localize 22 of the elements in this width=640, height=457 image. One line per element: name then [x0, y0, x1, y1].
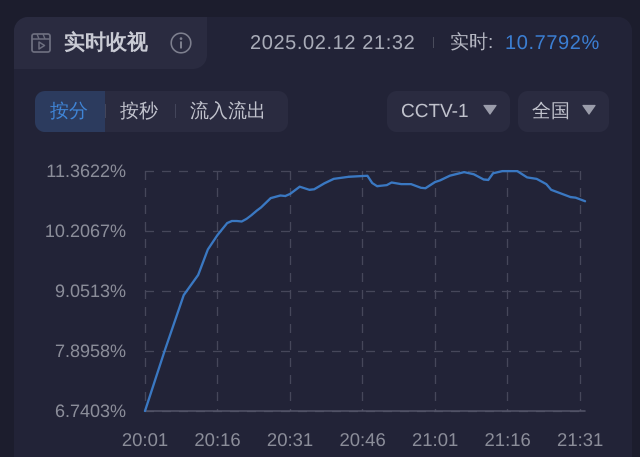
text: 流入流出: [190, 101, 266, 122]
x-tick-label: 20:46: [339, 429, 386, 450]
chart-subtitle: 2025.02.12 21:32: [250, 32, 416, 54]
line-series: [144, 170, 586, 412]
x-tick-label: 20:16: [194, 429, 241, 450]
text: 按秒: [120, 101, 158, 122]
y-tick-label: 7.8958%: [54, 341, 126, 361]
x-tick-label: 21:16: [484, 429, 531, 450]
chart-title: 实时收视: [64, 31, 148, 54]
y-tick-label: 6.7403%: [54, 401, 126, 421]
x-tick-label: 20:01: [122, 429, 168, 450]
y-tick-label: 10.2067%: [44, 221, 126, 241]
text: 按分: [50, 101, 88, 122]
x-tick-label: 21:31: [557, 429, 604, 450]
text: 实时:: [450, 32, 494, 53]
y-tick-label: 11.3622%: [46, 161, 126, 181]
y-tick-label: 9.0513%: [54, 280, 126, 301]
text: CCTV-1: [401, 101, 469, 122]
text: 全国: [532, 101, 570, 122]
x-tick-label: 20:31: [266, 429, 314, 450]
x-tick-label: 21:01: [412, 429, 458, 450]
text: 10.7792%: [505, 32, 600, 54]
